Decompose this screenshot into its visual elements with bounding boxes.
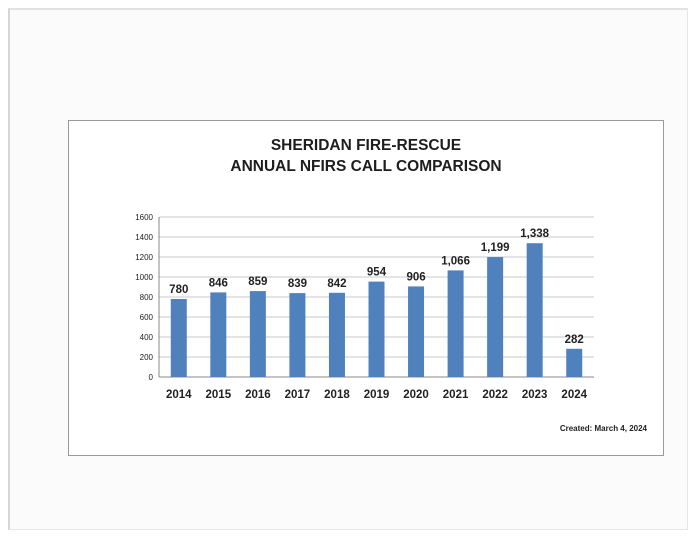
- chart-title-line-2: ANNUAL NFIRS CALL COMPARISON: [230, 158, 502, 175]
- chart-title-line-1: SHERIDAN FIRE-RESCUE: [270, 137, 462, 154]
- y-tick-label: 600: [140, 313, 154, 322]
- document-page: SHERIDAN FIRE-RESCUE ANNUAL NFIRS CALL C…: [8, 8, 688, 530]
- x-tick-label-2018: 2018: [324, 389, 350, 401]
- bar-2014: [170, 299, 187, 377]
- bar-2023: [526, 243, 543, 377]
- data-label-2019: 954: [367, 267, 387, 279]
- bar-2016: [249, 291, 266, 377]
- x-tick-label-2024: 2024: [561, 389, 587, 401]
- data-label-2017: 839: [288, 278, 307, 290]
- bar-2017: [289, 293, 306, 377]
- bar-chart: 0 200 400 600 800 1000 1200 1400 1600 780 2014 846 2…: [135, 213, 594, 401]
- x-tick-label-2023: 2023: [522, 389, 548, 401]
- data-label-2024: 282: [565, 334, 584, 346]
- x-tick-label-2015: 2015: [206, 389, 232, 401]
- bar-2018: [328, 292, 345, 377]
- data-label-2022: 1,199: [481, 242, 510, 254]
- x-tick-label-2016: 2016: [245, 389, 271, 401]
- chart-frame: SHERIDAN FIRE-RESCUE ANNUAL NFIRS CALL C…: [68, 120, 664, 456]
- data-label-2016: 859: [248, 276, 267, 288]
- data-label-2015: 846: [209, 277, 228, 289]
- created-date-note: Created: March 4, 2024: [559, 424, 647, 433]
- data-label-2021: 1,066: [441, 255, 470, 267]
- y-tick-label: 1400: [135, 233, 153, 242]
- y-tick-label: 200: [140, 353, 154, 362]
- x-tick-label-2017: 2017: [285, 389, 311, 401]
- bar-2024: [566, 348, 583, 377]
- x-tick-label-2020: 2020: [403, 389, 429, 401]
- y-tick-label: 800: [140, 293, 154, 302]
- x-tick-label-2019: 2019: [364, 389, 390, 401]
- bar-2020: [408, 286, 425, 377]
- y-tick-label: 0: [149, 373, 154, 382]
- y-tick-label: 1600: [135, 213, 153, 222]
- data-label-2018: 842: [327, 278, 346, 290]
- x-tick-label-2022: 2022: [482, 389, 508, 401]
- y-tick-label: 400: [140, 333, 154, 342]
- data-label-2023: 1,338: [520, 228, 549, 240]
- data-label-2020: 906: [406, 271, 425, 283]
- bar-2021: [447, 270, 464, 377]
- bar-2015: [210, 292, 227, 377]
- y-tick-label: 1200: [135, 253, 153, 262]
- y-tick-label: 1000: [135, 273, 153, 282]
- bar-2022: [487, 257, 504, 377]
- x-tick-label-2014: 2014: [166, 389, 192, 401]
- chart-title: SHERIDAN FIRE-RESCUE ANNUAL NFIRS CALL C…: [69, 135, 663, 177]
- data-label-2014: 780: [169, 284, 188, 296]
- bar-2019: [368, 281, 385, 377]
- x-tick-label-2021: 2021: [443, 389, 469, 401]
